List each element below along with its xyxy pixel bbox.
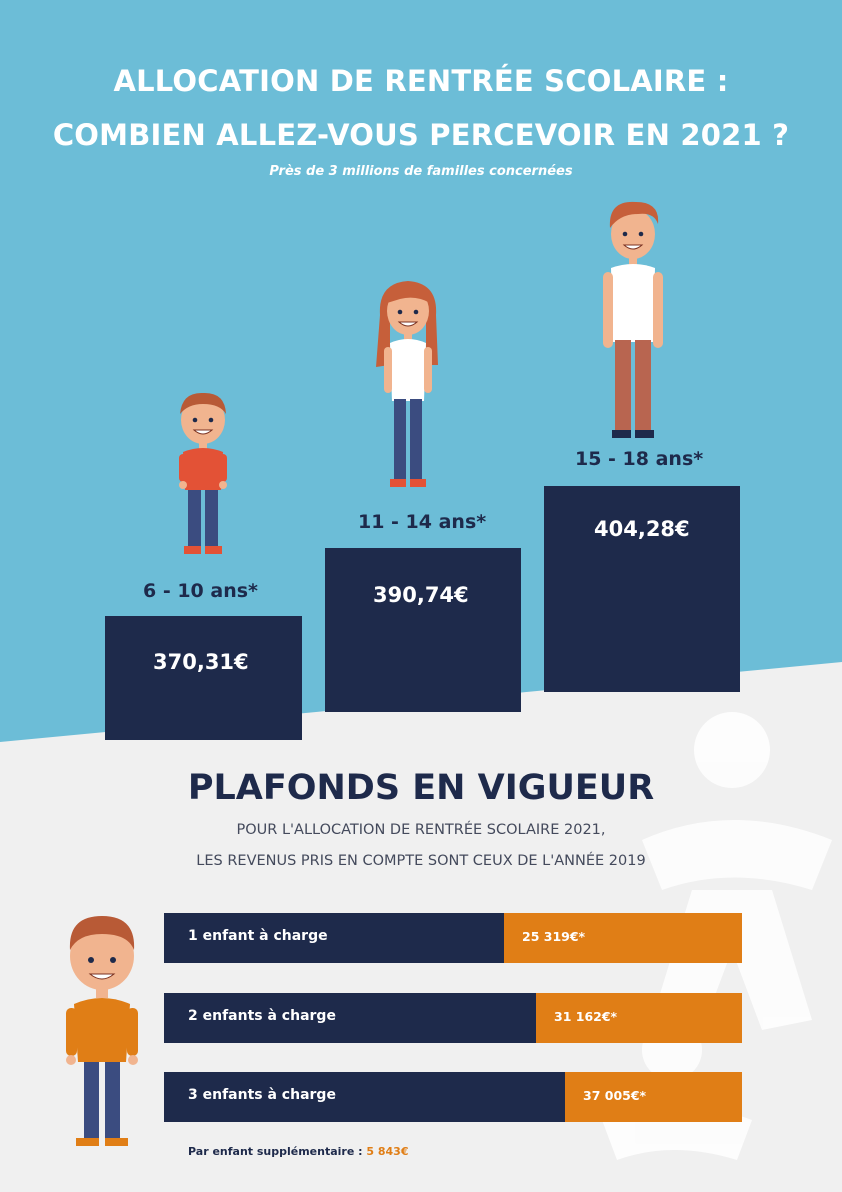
plafond-row-value: 31 162€* bbox=[554, 1009, 618, 1024]
step-6-10 bbox=[105, 616, 302, 740]
amount-6-10: 370,31€ bbox=[153, 650, 249, 674]
plafond-row-2-label-cell: 2 enfants à charge bbox=[164, 993, 536, 1043]
boy-orange-shirt-icon bbox=[66, 916, 138, 1146]
page-title-line1: ALLOCATION DE RENTRÉE SCOLAIRE : bbox=[113, 64, 729, 98]
extra-child-label: Par enfant supplémentaire : bbox=[188, 1145, 367, 1158]
age-label-15-18: 15 - 18 ans* bbox=[575, 448, 704, 470]
amount-11-14: 390,74€ bbox=[373, 583, 469, 607]
plafond-row-1-label-cell: 1 enfant à charge bbox=[164, 913, 504, 963]
plafond-row-label: 1 enfant à charge bbox=[188, 928, 328, 944]
plafond-row-2: 2 enfants à charge 31 162€* bbox=[164, 993, 742, 1043]
girl-child-icon bbox=[376, 281, 438, 487]
plafond-row-label: 3 enfants à charge bbox=[188, 1087, 336, 1103]
boy-child-icon bbox=[179, 392, 227, 554]
page-title-line2: COMBIEN ALLEZ-VOUS PERCEVOIR EN 2021 ? bbox=[52, 118, 790, 152]
plafond-row-value: 25 319€* bbox=[522, 929, 586, 944]
plafonds-description-line2: LES REVENUS PRIS EN COMPTE SONT CEUX DE … bbox=[196, 853, 646, 869]
plafond-row-3-label-cell: 3 enfants à charge bbox=[164, 1072, 565, 1122]
step-11-14 bbox=[325, 548, 521, 712]
age-label-11-14: 11 - 14 ans* bbox=[358, 511, 487, 533]
amount-15-18: 404,28€ bbox=[594, 517, 690, 541]
plafond-row-3: 3 enfants à charge 37 005€* bbox=[164, 1072, 742, 1122]
extra-child-value: 5 843€ bbox=[366, 1145, 409, 1158]
plafonds-description-line1: POUR L'ALLOCATION DE RENTRÉE SCOLAIRE 20… bbox=[236, 822, 606, 838]
plafond-row-2-value-cell: 31 162€* bbox=[536, 993, 742, 1043]
step-15-18 bbox=[544, 486, 740, 692]
plafond-row-label: 2 enfants à charge bbox=[188, 1008, 336, 1024]
plafond-row-value: 37 005€* bbox=[583, 1088, 647, 1103]
plafond-row-1: 1 enfant à charge 25 319€* bbox=[164, 913, 742, 963]
age-label-6-10: 6 - 10 ans* bbox=[143, 580, 258, 602]
plafond-row-3-value-cell: 37 005€* bbox=[565, 1072, 742, 1122]
plafond-row-1-value-cell: 25 319€* bbox=[504, 913, 742, 963]
extra-child-note: Par enfant supplémentaire : 5 843€ bbox=[188, 1145, 408, 1158]
plafonds-title: PLAFONDS EN VIGUEUR bbox=[187, 768, 655, 808]
page-subtitle: Près de 3 millions de familles concernée… bbox=[269, 164, 573, 179]
teen-boy-icon bbox=[603, 201, 663, 438]
